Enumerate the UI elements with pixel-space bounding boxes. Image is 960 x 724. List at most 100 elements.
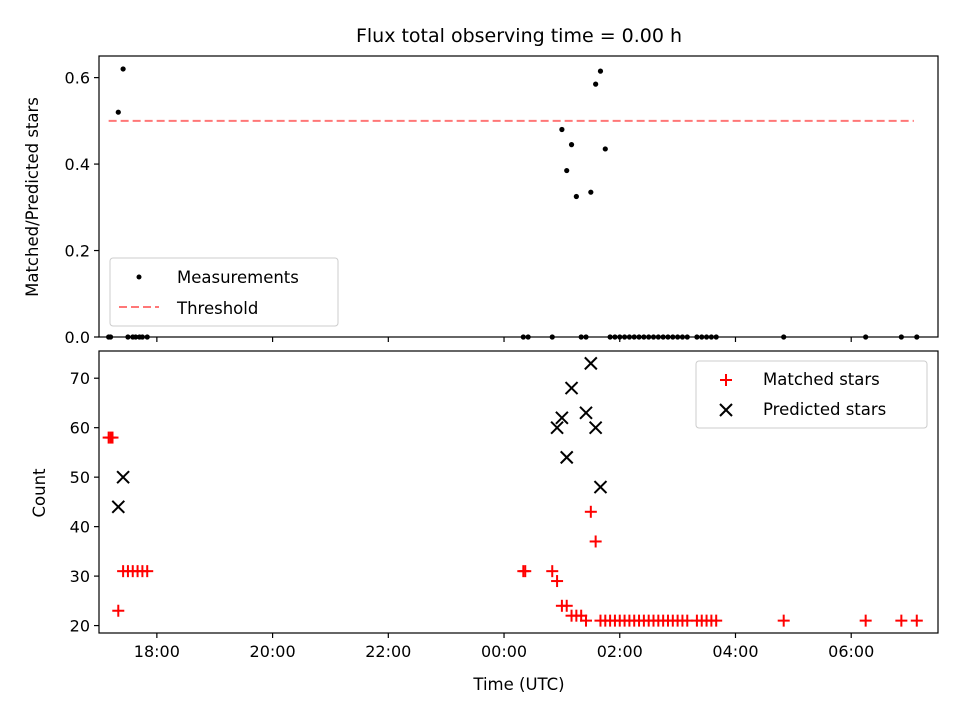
measurement-point: [675, 334, 681, 340]
top-axis-ticks: 0.0 0.2 0.4 0.6: [65, 69, 852, 347]
predicted-star-point: [564, 381, 579, 395]
bottom-y-tick-label: 70: [70, 369, 90, 388]
measurement-point: [636, 334, 642, 340]
matched-star-point: [141, 565, 154, 578]
matched-star-point: [710, 614, 723, 627]
x-tick-label: 04:00: [712, 642, 758, 661]
predicted-star-point: [593, 480, 608, 494]
bottom-plot-area: [98, 350, 939, 634]
top-y-tick-label: 0.2: [65, 242, 90, 261]
measurement-point: [699, 334, 705, 340]
measurement-point: [708, 334, 714, 340]
measurement-point: [139, 334, 145, 340]
bottom-y-axis-label: Count: [30, 468, 49, 518]
measurement-point: [602, 146, 608, 152]
x-tick-label: 18:00: [134, 642, 180, 661]
top-y-tick-label: 0.4: [65, 155, 90, 174]
legend-measurements-label: Measurements: [177, 268, 299, 287]
measurement-point: [655, 334, 661, 340]
bottom-y-tick-label: 20: [70, 617, 90, 636]
matched-star-point: [580, 614, 593, 627]
measurement-point: [703, 334, 710, 340]
predicted-star-point: [588, 420, 603, 435]
measurement-point: [612, 334, 618, 340]
top-y-tick-label: 0.0: [65, 328, 90, 347]
measurement-point: [684, 334, 690, 340]
measurement-point: [593, 81, 599, 87]
measurement-point: [626, 334, 633, 340]
legend-matched-marker: [720, 374, 732, 386]
bottom-legend: Matched stars Predicted stars: [695, 360, 928, 429]
measurement-point: [520, 334, 526, 340]
measurement-point: [549, 334, 555, 340]
measurement-point: [120, 66, 126, 72]
top-legend: Measurements Threshold: [109, 257, 339, 327]
bottom-y-tick-label: 40: [70, 518, 90, 537]
measurement-point: [863, 334, 869, 340]
measurement-point: [578, 334, 584, 340]
x-axis-label: Time (UTC): [472, 675, 564, 694]
measurement-point: [694, 334, 700, 340]
measurement-point: [679, 334, 686, 340]
measurement-point: [144, 334, 150, 340]
predicted-star-point: [579, 406, 593, 420]
legend-predicted-label: Predicted stars: [763, 400, 886, 419]
measurement-point: [617, 334, 623, 340]
x-tick-label: 06:00: [828, 642, 874, 661]
bottom-plot-marks: [102, 356, 923, 627]
x-tick-label: 00:00: [481, 642, 527, 661]
x-tick-label: 02:00: [597, 642, 643, 661]
matched-star-point: [551, 575, 564, 588]
measurement-point: [564, 167, 570, 174]
bottom-axis-ticks: 18:00 20:00 22:00 00:00 02:00 04:00 06:00 20 30 4…: [70, 369, 875, 661]
matched-star-point: [859, 614, 872, 627]
measurement-point: [781, 334, 787, 340]
predicted-star-point: [584, 356, 598, 371]
measurement-point: [641, 334, 647, 340]
matched-star-point: [895, 614, 908, 627]
measurement-point: [665, 334, 671, 340]
measurement-point: [607, 334, 613, 340]
top-y-axis-label: Matched/Predicted stars: [23, 97, 42, 297]
legend-measurements-marker: [136, 274, 142, 280]
top-legend-box: [109, 257, 339, 327]
measurement-point: [631, 334, 637, 340]
measurement-point: [646, 334, 652, 340]
measurement-point: [573, 193, 579, 200]
measurement-point: [914, 334, 920, 340]
legend-predicted-marker: [719, 403, 733, 417]
top-plot-marks: [106, 66, 920, 340]
bottom-y-tick-label: 50: [70, 468, 90, 487]
predicted-star-point: [116, 470, 130, 484]
top-plot-area: [98, 55, 939, 338]
matched-star-point: [519, 565, 532, 578]
matched-star-point: [910, 614, 923, 627]
matched-star-point: [589, 535, 602, 548]
measurement-point: [588, 189, 594, 195]
predicted-star-point: [111, 500, 125, 514]
x-tick-label: 20:00: [250, 642, 296, 661]
predicted-star-point: [560, 450, 574, 465]
measurement-point: [107, 334, 114, 340]
x-tick-label: 22:00: [365, 642, 411, 661]
measurement-point: [660, 334, 666, 340]
top-y-tick-label: 0.6: [65, 69, 90, 88]
measurement-point: [597, 68, 604, 74]
legend-threshold-label: Threshold: [176, 299, 258, 318]
measurement-point: [621, 334, 628, 340]
measurement-point: [583, 334, 589, 340]
matched-star-point: [560, 599, 573, 612]
measurement-point: [133, 334, 139, 340]
bottom-y-tick-label: 30: [70, 567, 90, 586]
measurement-point: [713, 334, 719, 340]
predicted-star-point: [550, 420, 564, 435]
matched-star-point: [584, 505, 597, 518]
measurement-point: [650, 334, 657, 340]
matched-star-point: [112, 604, 125, 617]
matched-star-point: [106, 431, 119, 444]
legend-matched-label: Matched stars: [763, 370, 880, 389]
bottom-y-tick-label: 60: [70, 419, 90, 438]
measurement-point: [125, 334, 131, 340]
matched-star-point: [777, 614, 790, 627]
